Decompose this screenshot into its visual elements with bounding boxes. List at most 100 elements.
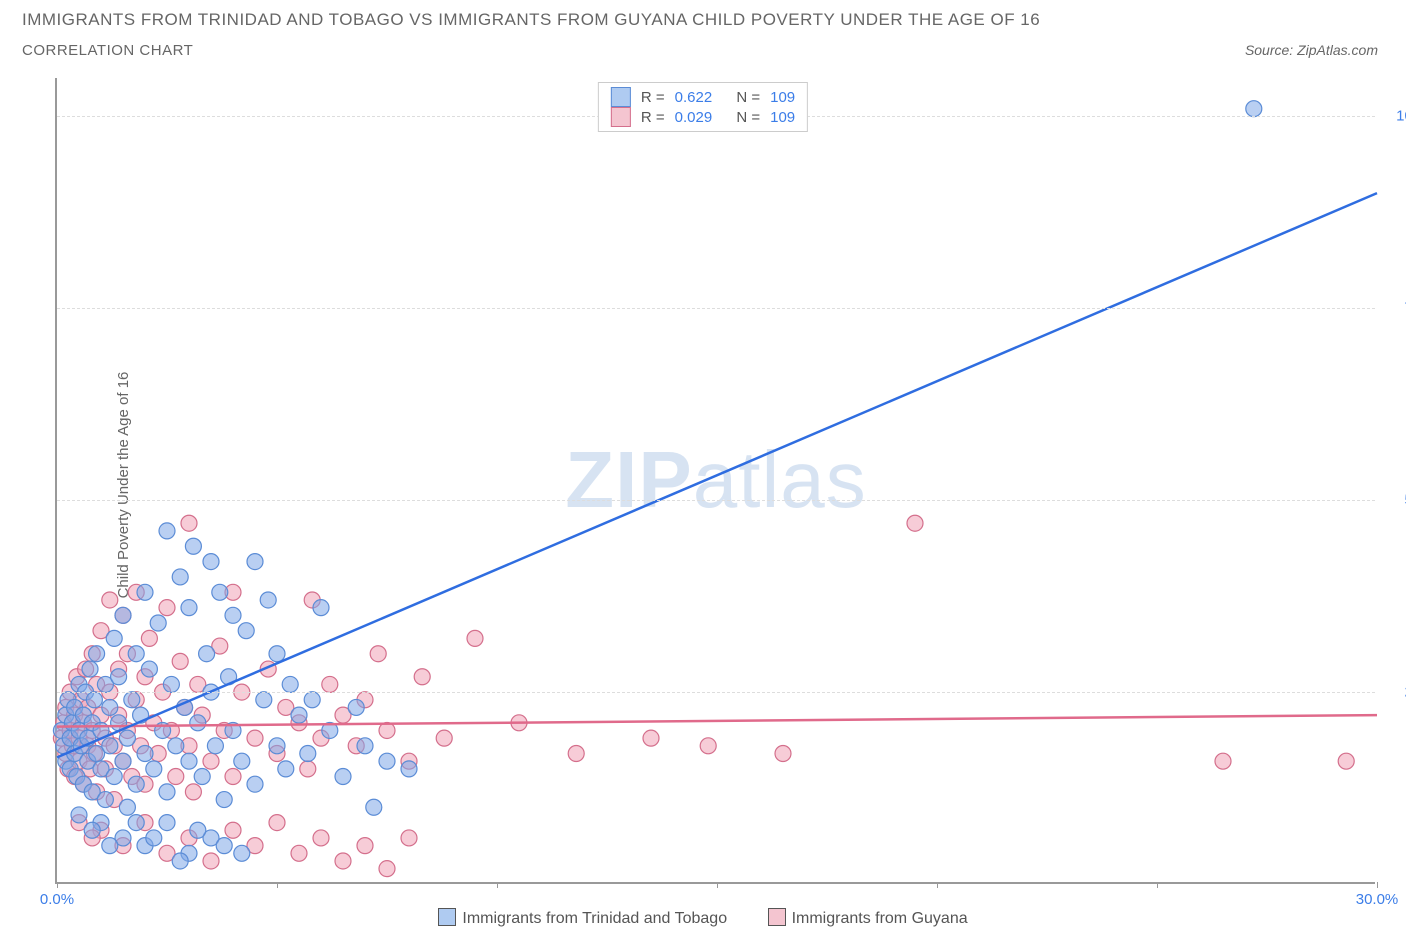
n-label-1: N =: [736, 89, 760, 106]
legend-series: Immigrants from Trinidad and Tobago Immi…: [0, 908, 1406, 928]
data-point: [111, 669, 127, 685]
legend-item-2: Immigrants from Guyana: [768, 910, 968, 927]
series1-label: Immigrants from Trinidad and Tobago: [462, 910, 727, 927]
data-point: [146, 761, 162, 777]
blue-swatch-icon: [438, 908, 456, 926]
source-name: ZipAtlas.com: [1297, 42, 1378, 58]
data-point: [181, 753, 197, 769]
data-point: [146, 830, 162, 846]
data-point: [313, 600, 329, 616]
gridline: [57, 500, 1375, 501]
data-point: [159, 523, 175, 539]
series2-label: Immigrants from Guyana: [792, 910, 968, 927]
data-point: [568, 746, 584, 762]
data-point: [137, 746, 153, 762]
gridline: [57, 692, 1375, 693]
data-point: [115, 753, 131, 769]
data-point: [269, 738, 285, 754]
n-value-1: 109: [770, 89, 795, 106]
data-point: [137, 584, 153, 600]
data-point: [379, 861, 395, 877]
data-point: [300, 761, 316, 777]
x-tick-mark: [1377, 882, 1378, 888]
data-point: [102, 699, 118, 715]
data-point: [313, 830, 329, 846]
gridline: [57, 308, 1375, 309]
y-tick-label: 100.0%: [1396, 108, 1406, 125]
data-point: [128, 776, 144, 792]
data-point: [335, 769, 351, 785]
data-point: [401, 761, 417, 777]
data-point: [203, 853, 219, 869]
data-point: [84, 822, 100, 838]
data-point: [168, 769, 184, 785]
data-point: [260, 592, 276, 608]
x-tick-mark: [1157, 882, 1158, 888]
r-value-1: 0.622: [675, 89, 713, 106]
chart-subtitle: CORRELATION CHART: [22, 42, 193, 59]
data-point: [159, 815, 175, 831]
r-label-2: R =: [641, 109, 665, 126]
data-point: [159, 784, 175, 800]
data-point: [700, 738, 716, 754]
data-point: [102, 592, 118, 608]
data-point: [71, 807, 87, 823]
data-point: [190, 822, 206, 838]
n-label-2: N =: [736, 109, 760, 126]
data-point: [379, 753, 395, 769]
data-point: [304, 692, 320, 708]
x-tick-label: 30.0%: [1356, 891, 1399, 908]
pink-swatch-icon: [768, 908, 786, 926]
data-point: [203, 753, 219, 769]
x-tick-mark: [937, 882, 938, 888]
data-point: [348, 699, 364, 715]
data-point: [159, 600, 175, 616]
data-point: [216, 838, 232, 854]
r-label-1: R =: [641, 89, 665, 106]
legend-item-1: Immigrants from Trinidad and Tobago: [438, 910, 731, 927]
data-point: [1246, 101, 1262, 117]
data-point: [225, 822, 241, 838]
data-point: [401, 830, 417, 846]
legend-row-series2: R = 0.029 N = 109: [611, 107, 795, 127]
n-value-2: 109: [770, 109, 795, 126]
data-point: [322, 676, 338, 692]
data-point: [212, 584, 228, 600]
x-tick-mark: [497, 882, 498, 888]
data-point: [234, 845, 250, 861]
data-point: [225, 607, 241, 623]
data-point: [124, 692, 140, 708]
source-label: Source:: [1245, 42, 1297, 58]
data-point: [128, 646, 144, 662]
data-point: [282, 676, 298, 692]
data-point: [172, 569, 188, 585]
data-point: [269, 646, 285, 662]
data-point: [370, 646, 386, 662]
data-point: [82, 661, 98, 677]
x-tick-mark: [717, 882, 718, 888]
data-point: [150, 615, 166, 631]
data-point: [199, 646, 215, 662]
x-tick-mark: [277, 882, 278, 888]
data-point: [414, 669, 430, 685]
data-point: [203, 554, 219, 570]
data-point: [207, 738, 223, 754]
data-point: [357, 838, 373, 854]
data-point: [1338, 753, 1354, 769]
pink-swatch-icon: [611, 107, 631, 127]
data-point: [102, 738, 118, 754]
data-point: [247, 730, 263, 746]
source-attribution: Source: ZipAtlas.com: [1245, 42, 1378, 58]
data-point: [269, 815, 285, 831]
data-point: [225, 769, 241, 785]
data-point: [216, 792, 232, 808]
data-point: [775, 746, 791, 762]
data-point: [141, 630, 157, 646]
data-point: [181, 600, 197, 616]
data-point: [467, 630, 483, 646]
data-point: [185, 784, 201, 800]
data-point: [278, 761, 294, 777]
legend-row-series1: R = 0.622 N = 109: [611, 87, 795, 107]
data-point: [247, 554, 263, 570]
data-point: [106, 630, 122, 646]
